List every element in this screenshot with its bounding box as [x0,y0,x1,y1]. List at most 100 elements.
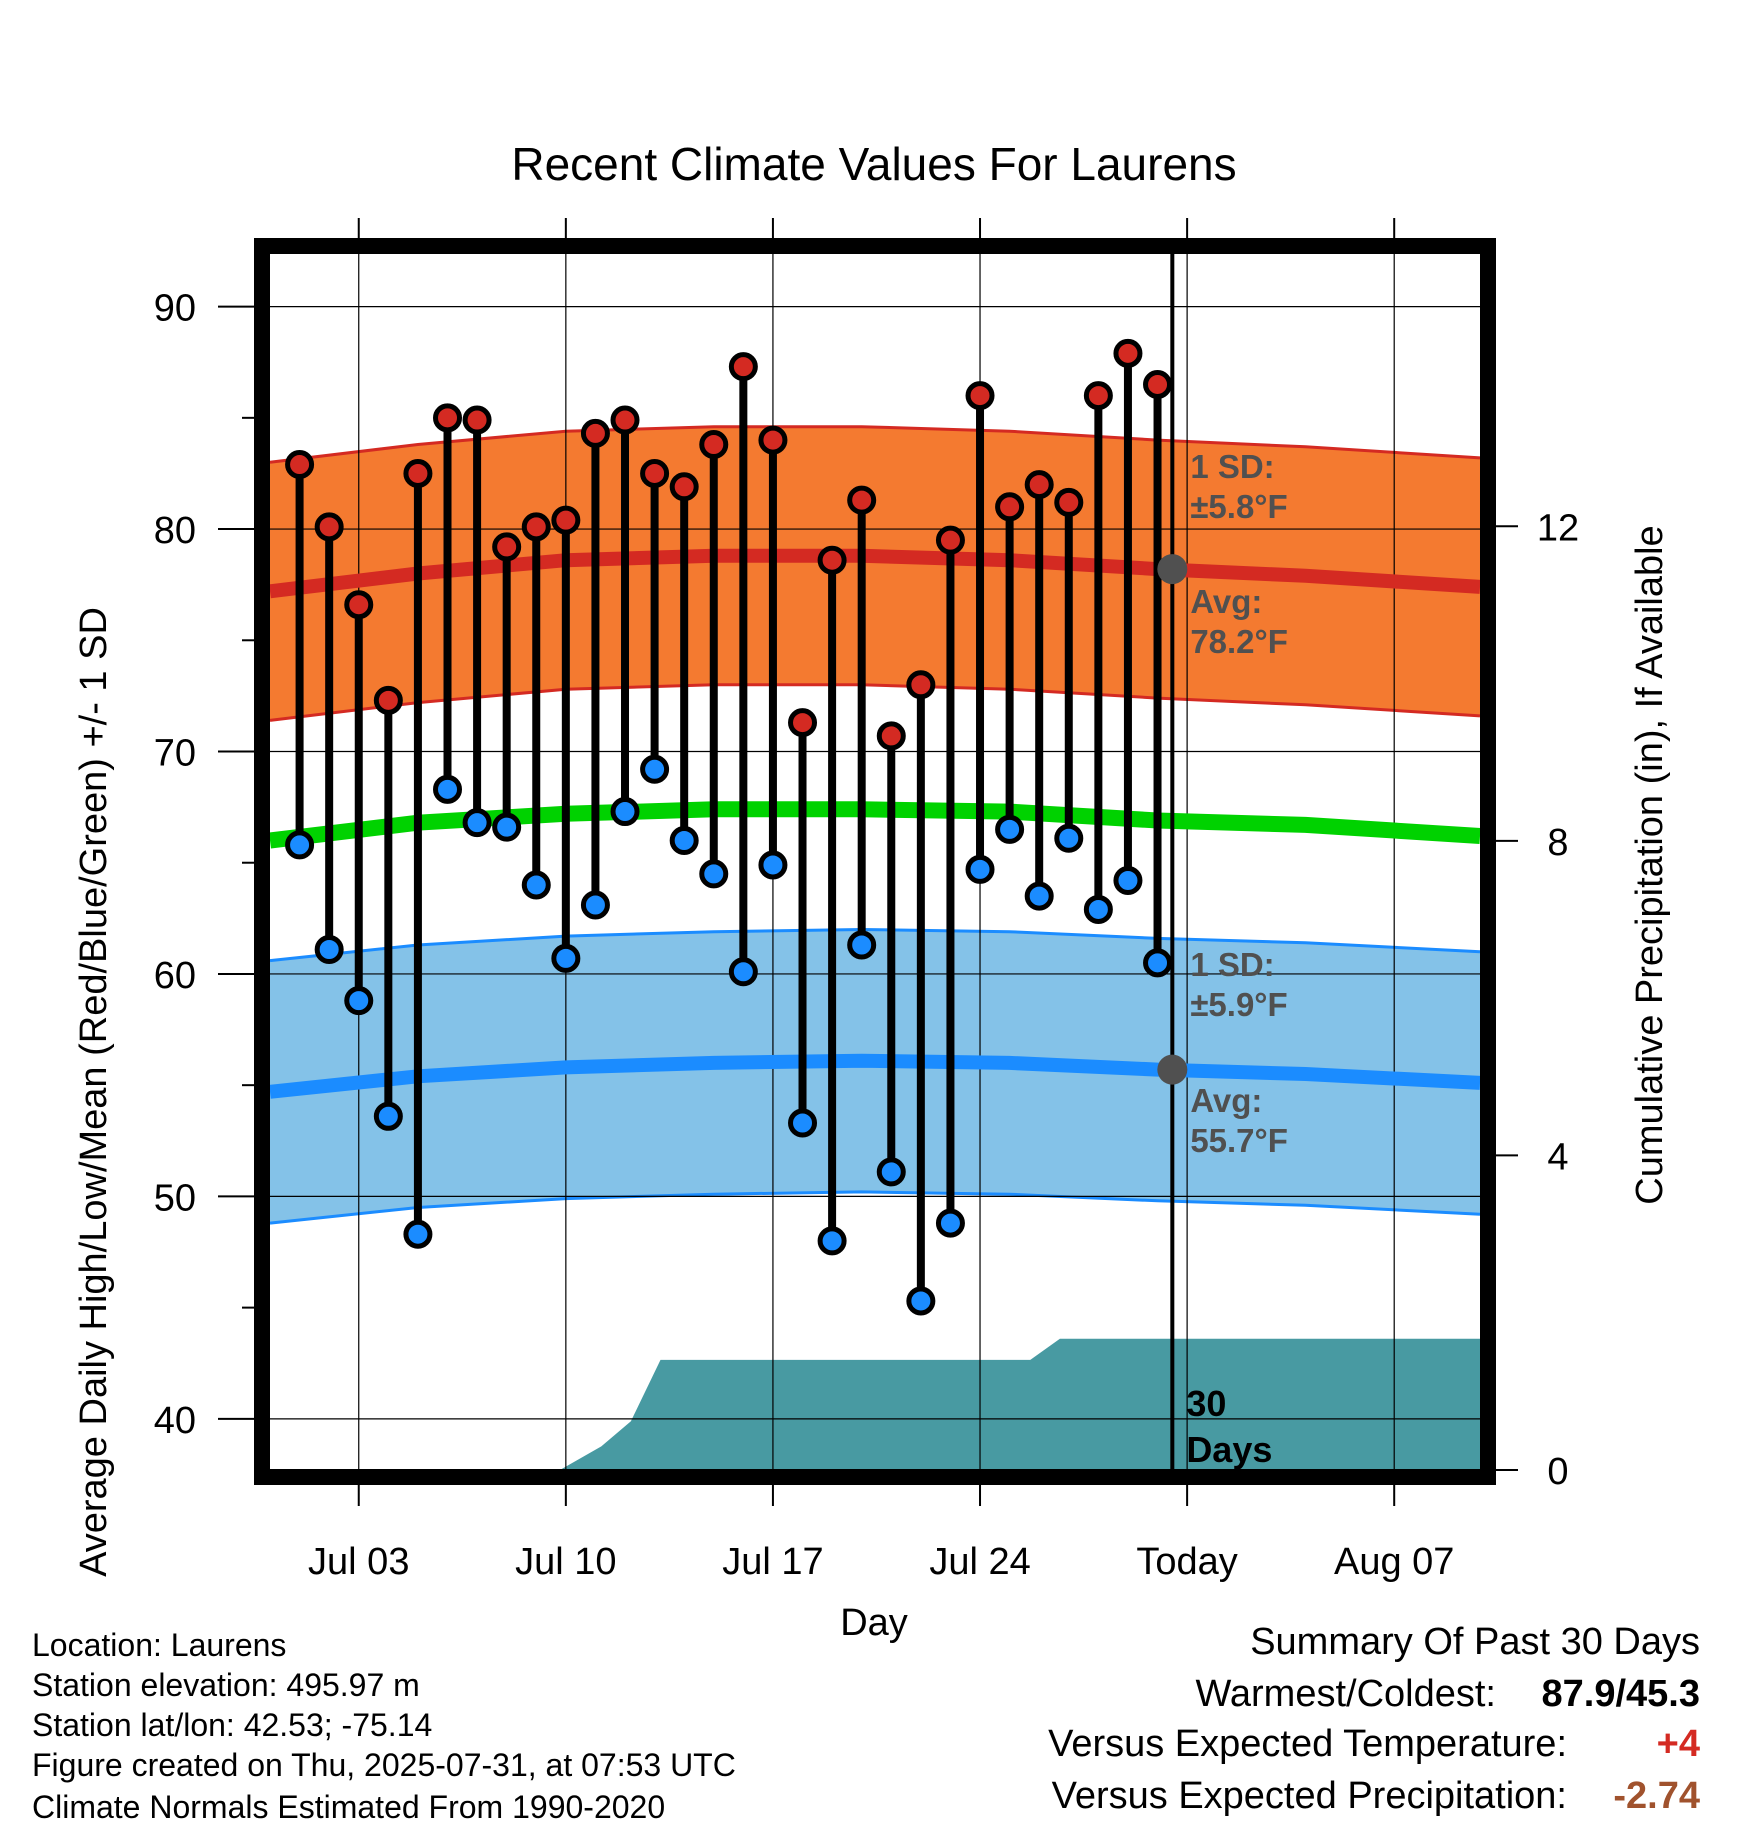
daily-high-point [1054,487,1084,517]
y2-tick-label: 8 [1547,822,1568,864]
x-tick-label: Jul 10 [515,1541,616,1583]
low-avg-label: Avg: [1190,1082,1262,1119]
daily-high-point [1083,381,1113,411]
daily-low-point [1024,881,1054,911]
daily-high-point [1143,369,1173,399]
high-sd-upper-line [269,425,1481,464]
x-tick-label: Jul 24 [929,1541,1030,1583]
daily-low-point [995,814,1025,844]
daily-low-point [788,1108,818,1138]
daily-high-point [492,532,522,562]
daily-high-point [758,425,788,455]
daily-low-point [344,986,374,1016]
info-latlon: Station lat/lon: 42.53; -75.14 [32,1707,432,1743]
x-axis-label: Day [840,1602,908,1644]
daily-low-point [876,1157,906,1187]
summary-warmest-value: 87.9/45.3 [1542,1673,1700,1715]
low-sd-value: ±5.9°F [1190,986,1287,1023]
today-high-avg-point [1157,554,1188,585]
high-avg-value: 78.2°F [1190,623,1288,660]
y2-tick-label: 0 [1547,1451,1568,1493]
daily-high-point [373,685,403,715]
daily-low-point [521,870,551,900]
y-tick-label: 50 [154,1177,196,1219]
daily-low-point [314,934,344,964]
daily-high-point [669,472,699,502]
high-sd-label: 1 SD: [1190,448,1274,485]
daily-high-point [521,512,551,542]
summary-panel: Summary Of Past 30 Days Warmest/Coldest:… [1048,1621,1700,1817]
precip-area [270,1338,1480,1470]
precip-days-label: Days [1186,1429,1272,1470]
daily-high-point [847,485,877,515]
y-axis-label: Average Daily High/Low/Mean (Red/Blue/Gr… [73,607,115,1577]
daily-high-point [699,430,729,460]
high-avg-label: Avg: [1190,583,1262,620]
daily-high-point [344,590,374,620]
daily-low-point [462,808,492,838]
y2-tick-label: 12 [1537,507,1579,549]
daily-high-point [817,545,847,575]
daily-low-point [610,797,640,827]
y-tick-label: 90 [154,288,196,330]
y2-axis-label: Cumulative Precipitation (in), If Availa… [1629,525,1671,1204]
daily-high-point [551,505,581,535]
daily-high-point [580,418,610,448]
summary-temp-label: Versus Expected Temperature: [1048,1723,1567,1765]
x-tick-label: Aug 07 [1334,1541,1454,1583]
daily-low-point [1113,866,1143,896]
normal-mean-line [269,801,1481,849]
daily-low-point [492,812,522,842]
y-tick-label: 60 [154,955,196,997]
plot-frame [254,238,1496,1485]
info-created: Figure created on Thu, 2025-07-31, at 07… [32,1747,736,1783]
normal-low-line [269,1053,1481,1099]
daily-high-point [876,721,906,751]
low-sd-band [270,929,1480,1224]
daily-low-point [669,825,699,855]
low-sd-lower-line [269,1190,1481,1225]
low-avg-value: 55.7°F [1190,1122,1288,1159]
daily-high-point [314,512,344,542]
daily-low-point [965,854,995,884]
daily-high-point [285,450,315,480]
daily-low-point [551,943,581,973]
daily-high-point [906,670,936,700]
daily-high-point [935,525,965,555]
daily-low-point [699,859,729,889]
high-sd-value: ±5.8°F [1190,488,1287,525]
daily-low-point [373,1101,403,1131]
precip-days-label: 30 [1186,1383,1226,1424]
daily-low-point [640,754,670,784]
high-sd-band [270,426,1480,721]
x-tick-label: Jul 03 [308,1541,409,1583]
daily-low-point [1143,948,1173,978]
summary-precip-label: Versus Expected Precipitation: [1052,1775,1567,1817]
chart-title: Recent Climate Values For Laurens [511,138,1236,190]
today-low-avg-point [1157,1054,1188,1085]
daily-high-point [788,708,818,738]
y-tick-label: 80 [154,510,196,552]
daily-low-point [285,830,315,860]
summary-precip-value: -2.74 [1613,1775,1700,1817]
daily-high-point [1024,470,1054,500]
daily-high-point [433,403,463,433]
y-tick-label: 40 [154,1400,196,1442]
daily-low-point [1083,894,1113,924]
daily-high-point [640,458,670,488]
station-info: Location: Laurens Station elevation: 495… [32,1627,736,1825]
daily-high-point [728,352,758,382]
y-tick-label: 70 [154,733,196,775]
y2-tick-label: 4 [1547,1136,1568,1178]
summary-temp-value: +4 [1657,1723,1700,1765]
daily-high-point [462,405,492,435]
daily-low-point [758,850,788,880]
summary-warmest-label: Warmest/Coldest: [1195,1673,1496,1715]
daily-high-point [610,405,640,435]
daily-low-point [847,930,877,960]
daily-low-point [728,957,758,987]
low-sd-label: 1 SD: [1190,946,1274,983]
daily-low-point [433,774,463,804]
